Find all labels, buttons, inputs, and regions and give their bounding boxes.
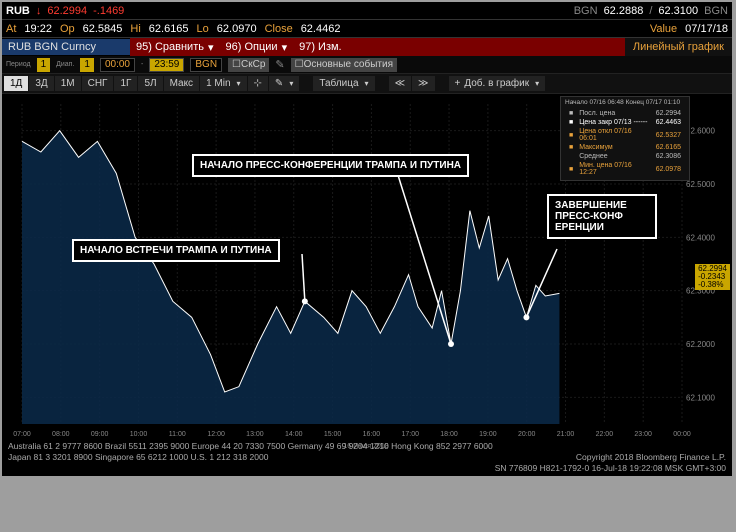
time-from[interactable]: 00:00: [100, 58, 135, 72]
security-field[interactable]: RUB BGN Curncy: [2, 39, 130, 55]
svg-text:00:00: 00:00: [673, 431, 691, 438]
price-tag: 62.2994 -0.2343 -0.38%: [695, 264, 730, 290]
bgn-label: BGN: [574, 5, 598, 17]
add-to-chart[interactable]: + Доб. в график: [449, 76, 546, 91]
draw-tool[interactable]: ✎: [269, 76, 299, 91]
ask: 62.3100: [658, 5, 698, 17]
cksp-checkbox[interactable]: ☐ СкСр: [228, 58, 269, 72]
crosshair-icon[interactable]: ⊹: [248, 76, 268, 91]
svg-text:15:00: 15:00: [324, 431, 342, 438]
at-label: At: [6, 23, 16, 35]
menu-compare[interactable]: 95) Сравнить▾: [130, 38, 220, 56]
tf-5y[interactable]: 5Л: [138, 76, 162, 91]
close-label: Close: [265, 23, 293, 35]
ohlc-row: At 19:22 Op 62.5845 Hi 62.6165 Lo 62.097…: [2, 20, 732, 38]
svg-text:62.2000: 62.2000: [686, 340, 715, 349]
chart-type-label: Линейный график: [623, 38, 732, 56]
svg-text:07:00: 07:00: [13, 431, 31, 438]
terminal-footer: Australia 61 2 9777 8600 Brazil 5511 239…: [2, 439, 732, 476]
tf-1d[interactable]: 1Д: [4, 76, 28, 91]
svg-text:10:00: 10:00: [130, 431, 148, 438]
settings-row: Период 1 Диап. 1 00:00 - 23:59 BGN ☐ СкС…: [2, 56, 732, 74]
tf-1y[interactable]: 1Г: [114, 76, 137, 91]
low-label: Lo: [197, 23, 209, 35]
tf-1m[interactable]: 1М: [55, 76, 81, 91]
symbol: RUB: [6, 5, 30, 17]
menu-options[interactable]: 96) Опции▾: [220, 38, 294, 56]
svg-text:12:00: 12:00: [207, 431, 225, 438]
svg-text:09:00: 09:00: [91, 431, 109, 438]
annotation-press-start: НАЧАЛО ПРЕСС-КОНФЕРЕНЦИИ ТРАМПА И ПУТИНА: [192, 154, 469, 177]
annotation-press-end: ЗАВЕРШЕНИЕ ПРЕСС-КОНФ ЕРЕНЦИИ: [547, 194, 657, 239]
period-label: Период: [6, 61, 31, 68]
svg-text:16:00: 16:00: [363, 431, 381, 438]
nav-fwd[interactable]: ≫: [412, 76, 434, 91]
value-label: Value: [650, 23, 677, 35]
tf-6m[interactable]: СНГ: [82, 76, 114, 91]
tf-max[interactable]: Макс: [164, 76, 200, 91]
high-value: 62.6165: [149, 23, 189, 35]
svg-text:21:00: 21:00: [557, 431, 575, 438]
chart-area[interactable]: 62.600062.500062.400062.300062.200062.10…: [2, 94, 730, 454]
annotation-meeting-start: НАЧАЛО ВСТРЕЧИ ТРАМПА И ПУТИНА: [72, 239, 280, 262]
period-input[interactable]: 1: [37, 58, 51, 72]
events-checkbox[interactable]: ☐ Основные события: [291, 58, 397, 72]
svg-text:08:00: 08:00: [52, 431, 70, 438]
at-value: 19:22: [24, 23, 52, 35]
svg-text:14:00: 14:00: [285, 431, 303, 438]
function-row: RUB BGN Curncy 95) Сравнить▾ 96) Опции▾ …: [2, 38, 732, 56]
svg-text:19:00: 19:00: [479, 431, 497, 438]
time-to[interactable]: 23:59: [149, 58, 184, 72]
svg-text:62.5000: 62.5000: [686, 180, 715, 189]
bid: 62.2888: [604, 5, 644, 17]
table-button[interactable]: Таблица: [313, 76, 374, 91]
high-label: Hi: [130, 23, 140, 35]
svg-text:11:00: 11:00: [169, 431, 186, 438]
open-value: 62.5845: [83, 23, 123, 35]
chart-legend: Начало 07/16 06:48 Конец 07/17 01:10 ■По…: [560, 96, 690, 181]
value-date: 07/17/18: [685, 23, 728, 35]
source-select[interactable]: BGN: [190, 58, 222, 72]
tf-3d[interactable]: 3Д: [29, 76, 53, 91]
svg-text:20:00: 20:00: [518, 431, 536, 438]
arrow-down-icon: ↓: [36, 5, 42, 17]
timeframe-row: 1Д 3Д 1М СНГ 1Г 5Л Макс 1 Min ⊹ ✎ Таблиц…: [2, 74, 732, 94]
range-label: Диап.: [56, 61, 74, 68]
svg-text:17:00: 17:00: [401, 431, 419, 438]
bgn-label-r: BGN: [704, 5, 728, 17]
svg-text:18:00: 18:00: [440, 431, 458, 438]
low-value: 62.0970: [217, 23, 257, 35]
svg-text:62.6000: 62.6000: [686, 127, 715, 136]
nav-back[interactable]: ≪: [389, 76, 411, 91]
price-change: -.1469: [93, 5, 124, 17]
svg-text:23:00: 23:00: [634, 431, 652, 438]
ticker-row: RUB ↓ 62.2994 -.1469 BGN 62.2888 / 62.31…: [2, 2, 732, 20]
terminal-window: RUB ↓ 62.2994 -.1469 BGN 62.2888 / 62.31…: [2, 2, 732, 476]
last-price: 62.2994: [47, 5, 87, 17]
interval-select[interactable]: 1 Min: [200, 76, 246, 91]
menu-edit[interactable]: 97) Изм.: [293, 38, 348, 56]
svg-text:22:00: 22:00: [596, 431, 614, 438]
range-input[interactable]: 1: [80, 58, 94, 72]
svg-text:62.1000: 62.1000: [686, 393, 715, 402]
svg-text:13:00: 13:00: [246, 431, 264, 438]
svg-text:62.4000: 62.4000: [686, 233, 715, 242]
close-value: 62.4462: [301, 23, 341, 35]
pencil-icon[interactable]: ✎: [275, 58, 284, 71]
open-label: Op: [60, 23, 75, 35]
